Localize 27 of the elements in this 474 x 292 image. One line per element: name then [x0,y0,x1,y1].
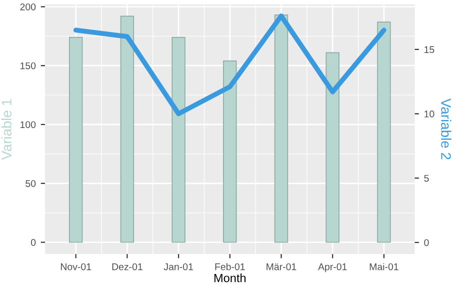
x-axis-title: Month [214,274,246,282]
y-tick-label: 100 [20,121,36,128]
y-tick-label: 0 [30,239,36,246]
bar [377,22,391,243]
bar [223,60,237,243]
y-axis-title: Variable 1 [1,99,12,160]
x-tick-label: Jan-01 [164,263,193,270]
line-series [73,14,386,116]
y2-tick-label: 15 [424,46,434,54]
y2-tick-label: 0 [424,239,429,246]
y2-tick-label: 10 [424,110,434,118]
bar [69,36,83,243]
x-tick-label: Nov-01 [60,263,92,270]
bar [326,52,340,243]
y-tick-label: 200 [20,3,36,10]
x-tick-label: Apr-01 [318,263,347,272]
bar [120,16,134,243]
y2-tick-label: 5 [424,174,429,182]
x-tick-label: Dez-01 [112,263,142,270]
y2-axis-title: Variable 2 [441,98,452,160]
bar [274,14,288,243]
bar [172,36,186,243]
y-tick-label: 50 [26,180,36,187]
x-tick-label: Mär-01 [266,263,296,270]
y-tick-label: 150 [20,62,36,70]
x-tick-label: Mai-01 [370,263,398,270]
x-tick-label: Feb-01 [215,263,245,270]
